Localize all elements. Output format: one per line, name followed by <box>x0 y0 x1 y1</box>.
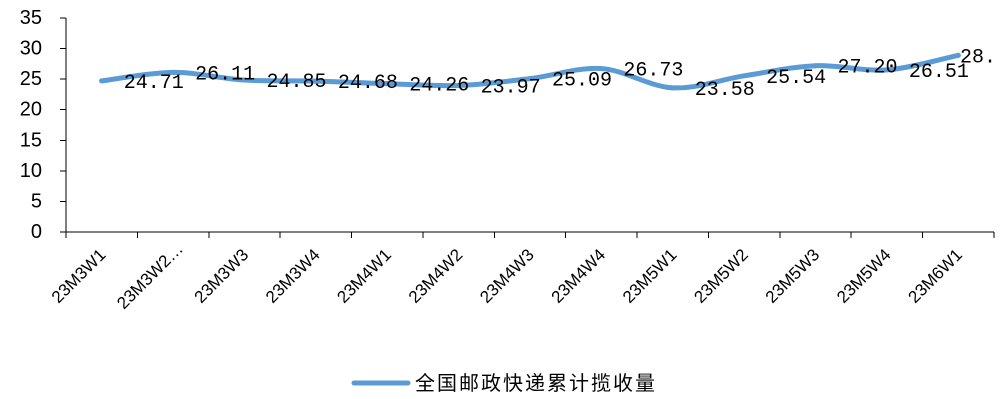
series <box>99 52 961 91</box>
x-tick-label: 23M3W1 <box>48 245 110 307</box>
y-tick-label: 30 <box>20 38 42 60</box>
x-tick-label: 23M3W3 <box>191 245 253 307</box>
data-point <box>99 78 105 84</box>
x-tick-label: 23M4W1 <box>333 245 395 307</box>
legend: 全国邮政快递累计揽收量 <box>351 372 657 395</box>
x-tick-label: 23M4W2 <box>405 245 467 307</box>
data-point <box>741 73 747 79</box>
data-label: 25.09 <box>552 70 612 93</box>
data-label: 24.68 <box>338 72 398 95</box>
x-tick-label: 23M4W3 <box>476 245 538 307</box>
data-point <box>955 52 961 58</box>
x-tick-label: 23M5W3 <box>762 245 824 307</box>
data-label: 26.73 <box>623 60 683 83</box>
data-labels: 24.71 26.11 24.85 24.68 24.26 23.97 25.09 26.73… <box>124 46 996 102</box>
data-label: 25.54 <box>766 67 826 90</box>
y-tick-label: 15 <box>20 129 42 151</box>
legend-label: 全国邮政快递累计揽收量 <box>415 372 657 395</box>
y-axis: 0 5 10 15 20 25 30 35 <box>20 7 67 243</box>
x-tick-label: 23M5W2 <box>690 245 752 307</box>
data-label: 24.71 <box>124 72 184 95</box>
x-tick-label: 23M4W4 <box>548 245 610 307</box>
data-point <box>170 69 176 75</box>
x-tick-label: 23M5W4 <box>833 245 895 307</box>
y-tick-label: 0 <box>31 221 42 243</box>
data-point <box>527 76 533 82</box>
data-point <box>241 77 247 83</box>
data-label: 27.20 <box>838 57 898 80</box>
x-tick-label: 23M3W4 <box>262 245 324 307</box>
data-label: 23.58 <box>695 79 755 102</box>
x-tick-label: 23M6W1 <box>905 245 967 307</box>
y-tick-label: 25 <box>20 68 42 90</box>
data-label: 24.85 <box>266 71 326 94</box>
data-point <box>884 67 890 73</box>
y-tick-label: 35 <box>20 7 42 29</box>
data-label: 28. <box>960 46 996 69</box>
data-point <box>670 85 676 91</box>
y-tick-label: 10 <box>20 160 42 182</box>
data-label: 26.11 <box>195 63 255 86</box>
data-point <box>813 63 819 69</box>
x-tick-label: 23M5W1 <box>619 245 681 307</box>
data-point <box>598 66 604 72</box>
data-point <box>384 81 390 87</box>
data-point <box>313 78 319 84</box>
y-tick-label: 20 <box>20 99 42 121</box>
data-label: 23.97 <box>481 76 541 99</box>
x-axis: 23M3W1 23M3W2… 23M3W3 23M3W4 23M4W1 23M4W2 23M… <box>48 231 995 313</box>
data-point <box>456 82 462 88</box>
data-label: 24.26 <box>409 75 469 98</box>
x-tick-label: 23M3W2… <box>113 239 187 313</box>
data-label: 26.51 <box>909 61 969 84</box>
y-tick-label: 5 <box>31 190 42 212</box>
